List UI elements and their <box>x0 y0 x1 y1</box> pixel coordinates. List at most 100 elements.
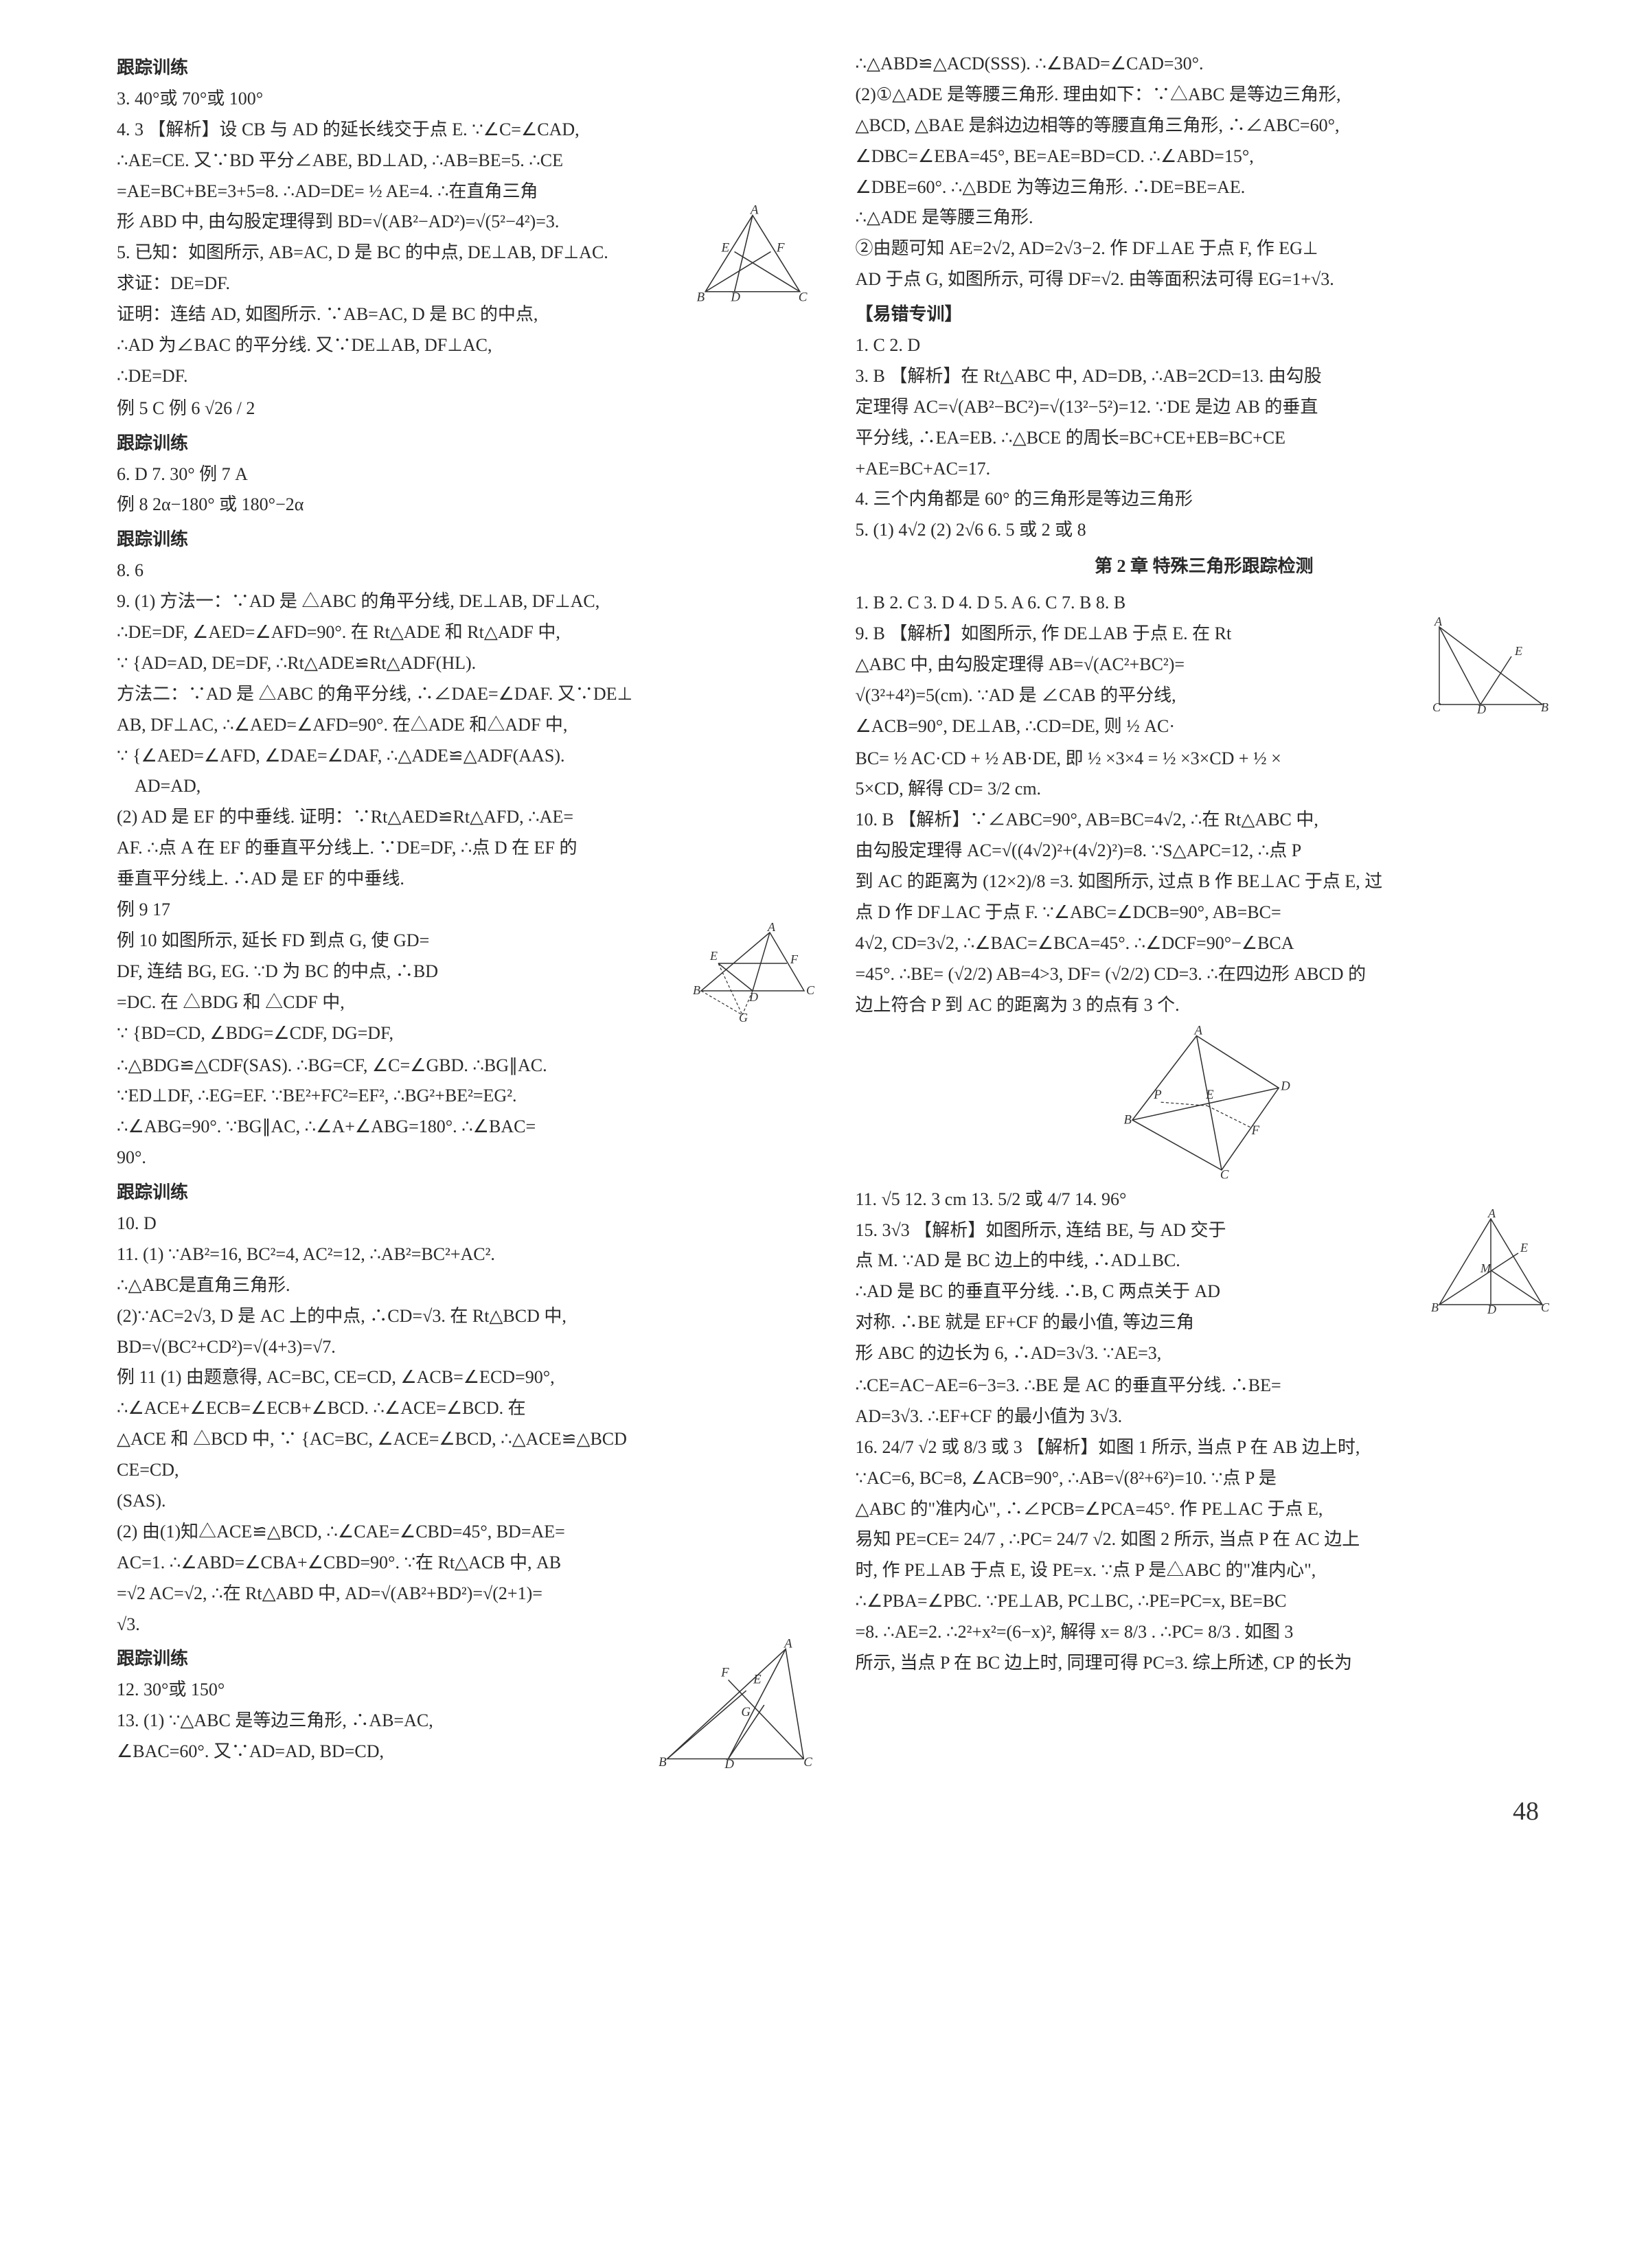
text-line: CE=CD, <box>117 1456 814 1485</box>
text-line: 4. 三个内角都是 60° 的三角形是等边三角形 <box>856 485 1553 514</box>
svg-text:B: B <box>659 1755 667 1769</box>
svg-text:E: E <box>1205 1088 1214 1102</box>
text-line: (2)∵AC=2√3, D 是 AC 上的中点, ∴CD=√3. 在 Rt△BC… <box>117 1302 814 1331</box>
text-line: 由勾股定理得 AC=√((4√2)²+(4√2)²)=8. ∵S△APC=12,… <box>856 836 1553 866</box>
section-title-ch2: 第 2 章 特殊三角形跟踪检测 <box>856 552 1553 582</box>
heading-error-train: 【易错专训】 <box>856 300 1553 330</box>
text-line: ②由题可知 AE=2√2, AD=2√3−2. 作 DF⊥AE 于点 F, 作 … <box>856 234 1553 264</box>
text-line: ∴CE=AC−AE=6−3=3. ∴BE 是 AC 的垂直平分线. ∴BE= <box>856 1371 1553 1401</box>
text-line: 16. 24/7 √2 或 8/3 或 3 【解析】如图 1 所示, 当点 P … <box>856 1433 1553 1463</box>
heading-follow-4: 跟踪训练 <box>117 1178 814 1208</box>
right-column: ∴△ABD≌△ACD(SSS). ∴∠BAD=∠CAD=30°. (2)①△AD… <box>856 48 1553 1769</box>
text-line: (2) AD 是 EF 的中垂线. 证明：∵Rt△AED≌Rt△AFD, ∴AE… <box>117 803 814 832</box>
svg-text:D: D <box>1476 702 1486 716</box>
text-line: 90°. <box>117 1143 814 1173</box>
text-line: 3. 40°或 70°或 100° <box>117 84 814 114</box>
text-line: =√2 AC=√2, ∴在 Rt△ABD 中, AD=√(AB²+BD²)=√(… <box>117 1579 814 1609</box>
text-line: 10. D <box>117 1209 814 1239</box>
text-line: 5. (1) 4√2 (2) 2√6 6. 5 或 2 或 8 <box>856 516 1553 545</box>
svg-text:B: B <box>1541 700 1548 714</box>
svg-text:A: A <box>1434 615 1443 628</box>
text-line: ∵ {∠AED=∠AFD, ∠DAE=∠DAF, ∴△ADE≌△ADF(AAS)… <box>117 742 814 771</box>
svg-text:P: P <box>1153 1088 1161 1102</box>
svg-text:D: D <box>1487 1303 1496 1316</box>
text-line: ∴DE=DF. <box>117 362 814 391</box>
svg-text:A: A <box>1193 1024 1203 1038</box>
text-line: 9. (1) 方法一：∵AD 是 △ABC 的角平分线, DE⊥AB, DF⊥A… <box>117 587 814 617</box>
figure-triangle-1: A B C D E F <box>691 210 814 299</box>
text-line: BD=√(BC²+CD²)=√(4+3)=√7. <box>117 1333 814 1362</box>
text-line: 平分线, ∴EA=EB. ∴△BCE 的周长=BC+CE+EB=BC+CE <box>856 424 1553 453</box>
text-line: 1. C 2. D <box>856 331 1553 360</box>
heading-follow-3: 跟踪训练 <box>117 525 814 555</box>
text-line: △ABC 的"准内心", ∴∠PCB=∠PCA=45°. 作 PE⊥AC 于点 … <box>856 1495 1553 1524</box>
svg-text:F: F <box>775 240 784 255</box>
svg-text:B: B <box>1431 1301 1439 1314</box>
heading-follow-2: 跟踪训练 <box>117 429 814 459</box>
text-line: ∴∠ABG=90°. ∵BG∥AC, ∴∠A+∠ABG=180°. ∴∠BAC= <box>117 1112 814 1142</box>
text-line: AD=3√3. ∴EF+CF 的最小值为 3√3. <box>856 1402 1553 1432</box>
text-line: ∵ {AD=AD, DE=DF, ∴Rt△ADE≌Rt△ADF(HL). <box>117 649 814 678</box>
text-line: 1. B 2. C 3. D 4. D 5. A 6. C 7. B 8. B <box>856 588 1553 618</box>
svg-text:C: C <box>803 1755 812 1769</box>
text-line: ∠ACB=90°, DE⊥AB, ∴CD=DE, 则 ½ AC· <box>856 712 1553 742</box>
page-number: 48 <box>117 1790 1553 1833</box>
svg-text:B: B <box>696 290 705 304</box>
text-line: 3. B 【解析】在 Rt△ABC 中, AD=DB, ∴AB=2CD=13. … <box>856 362 1553 391</box>
text-line: 方法二：∵AD 是 △ABC 的角平分线, ∴∠DAE=∠DAF. 又∵DE⊥ <box>117 680 814 709</box>
svg-text:F: F <box>720 1666 729 1680</box>
text-line: ∴∠PBA=∠PBC. ∵PE⊥AB, PC⊥BC, ∴PE=PC=x, BE=… <box>856 1587 1553 1616</box>
text-line: =8. ∴AE=2. ∴2²+x²=(6−x)², 解得 x= 8/3 . ∴P… <box>856 1618 1553 1647</box>
text-line: ∴△BDG≌△CDF(SAS). ∴BG=CF, ∠C=∠GBD. ∴BG∥AC… <box>117 1051 814 1081</box>
text-line: 例 5 C 例 6 √26 / 2 <box>117 394 814 424</box>
text-line: AC=1. ∴∠ABD=∠CBA+∠CBD=90°. ∵在 Rt△ACB 中, … <box>117 1548 814 1578</box>
text-line: ∵ {BD=CD, ∠BDG=∠CDF, DG=DF, <box>117 1019 814 1049</box>
svg-text:G: G <box>739 1011 748 1024</box>
svg-text:C: C <box>1541 1301 1550 1314</box>
svg-text:B: B <box>1124 1113 1132 1127</box>
text-line: AB, DF⊥AC, ∴∠AED=∠AFD=90°. 在△ADE 和△ADF 中… <box>117 711 814 740</box>
text-line: 8. 6 <box>117 556 814 586</box>
left-column: 跟踪训练 3. 40°或 70°或 100° 4. 3 【解析】设 CB 与 A… <box>117 48 814 1769</box>
text-line: 4√2, CD=3√2, ∴∠BAC=∠BCA=45°. ∴∠DCF=90°−∠… <box>856 929 1553 959</box>
text-line: BC= ½ AC·CD + ½ AB·DE, 即 ½ ×3×4 = ½ ×3×C… <box>856 744 1553 774</box>
text-line: 点 D 作 DF⊥AC 于点 F. ∵∠ABC=∠DCB=90°, AB=BC= <box>856 898 1553 928</box>
text-line: 边上符合 P 到 AC 的距离为 3 的点有 3 个. <box>856 991 1553 1020</box>
text-line: 例 11 (1) 由题意得, AC=BC, CE=CD, ∠ACB=∠ECD=9… <box>117 1363 814 1393</box>
svg-text:C: C <box>1432 700 1441 714</box>
text-line: ∠DBE=60°. ∴△BDE 为等边三角形. ∴DE=BE=AE. <box>856 173 1553 203</box>
svg-text:M: M <box>1480 1261 1491 1275</box>
text-line: 证明：连结 AD, 如图所示. ∵AB=AC, D 是 BC 的中点, <box>117 300 814 330</box>
text-line: ∠DBC=∠EBA=45°, BE=AE=BD=CD. ∴∠ABD=15°, <box>856 142 1553 172</box>
svg-text:E: E <box>753 1673 762 1687</box>
svg-text:E: E <box>1514 644 1522 658</box>
text-line: (2) 由(1)知△ACE≌△BCD, ∴∠CAE=∠CBD=45°, BD=A… <box>117 1517 814 1547</box>
figure-triangle-3: A B C D E F G <box>656 1643 814 1767</box>
figure-quadrilateral: A B C D E P F <box>1114 1027 1293 1178</box>
text-line: 例 9 17 <box>117 895 814 925</box>
text-line: 5×CD, 解得 CD= 3/2 cm. <box>856 775 1553 804</box>
svg-text:E: E <box>709 949 718 963</box>
heading-follow-1: 跟踪训练 <box>117 54 814 83</box>
text-line: ∴AD 为∠BAC 的平分线. 又∵DE⊥AB, DF⊥AC, <box>117 331 814 360</box>
text-line: 11. √5 12. 3 cm 13. 5/2 或 4/7 14. 96° <box>856 1185 1553 1215</box>
text-line: 时, 作 PE⊥AB 于点 E, 设 PE=x. ∵点 P 是△ABC 的"准内… <box>856 1556 1553 1585</box>
svg-text:F: F <box>1251 1123 1260 1138</box>
svg-text:G: G <box>741 1705 751 1719</box>
text-line: ∴△ABD≌△ACD(SSS). ∴∠BAD=∠CAD=30°. <box>856 49 1553 79</box>
text-line: AF. ∴点 A 在 EF 的垂直平分线上. ∵DE=DF, ∴点 D 在 EF… <box>117 834 814 863</box>
svg-text:A: A <box>767 920 776 934</box>
svg-text:A: A <box>1487 1206 1496 1220</box>
text-line: 例 8 2α−180° 或 180°−2α <box>117 490 814 520</box>
text-line: ∴DE=DF, ∠AED=∠AFD=90°. 在 Rt△ADE 和 Rt△ADF… <box>117 618 814 648</box>
text-line: 易知 PE=CE= 24/7 , ∴PC= 24/7 √2. 如图 2 所示, … <box>856 1525 1553 1555</box>
text-line: AD 于点 G, 如图所示, 可得 DF=√2. 由等面积法可得 EG=1+√3… <box>856 265 1553 295</box>
figure-triangle-2: A B C D E F G <box>691 929 814 1018</box>
text-line: 所示, 当点 P 在 BC 边上时, 同理可得 PC=3. 综上所述, CP 的… <box>856 1649 1553 1678</box>
svg-text:B: B <box>693 983 700 997</box>
svg-text:D: D <box>724 1757 734 1772</box>
text-line: √3. <box>117 1610 814 1640</box>
svg-text:A: A <box>748 203 758 217</box>
text-line: (SAS). <box>117 1487 814 1516</box>
text-line: (2)①△ADE 是等腰三角形. 理由如下：∵△ABC 是等边三角形, <box>856 80 1553 110</box>
